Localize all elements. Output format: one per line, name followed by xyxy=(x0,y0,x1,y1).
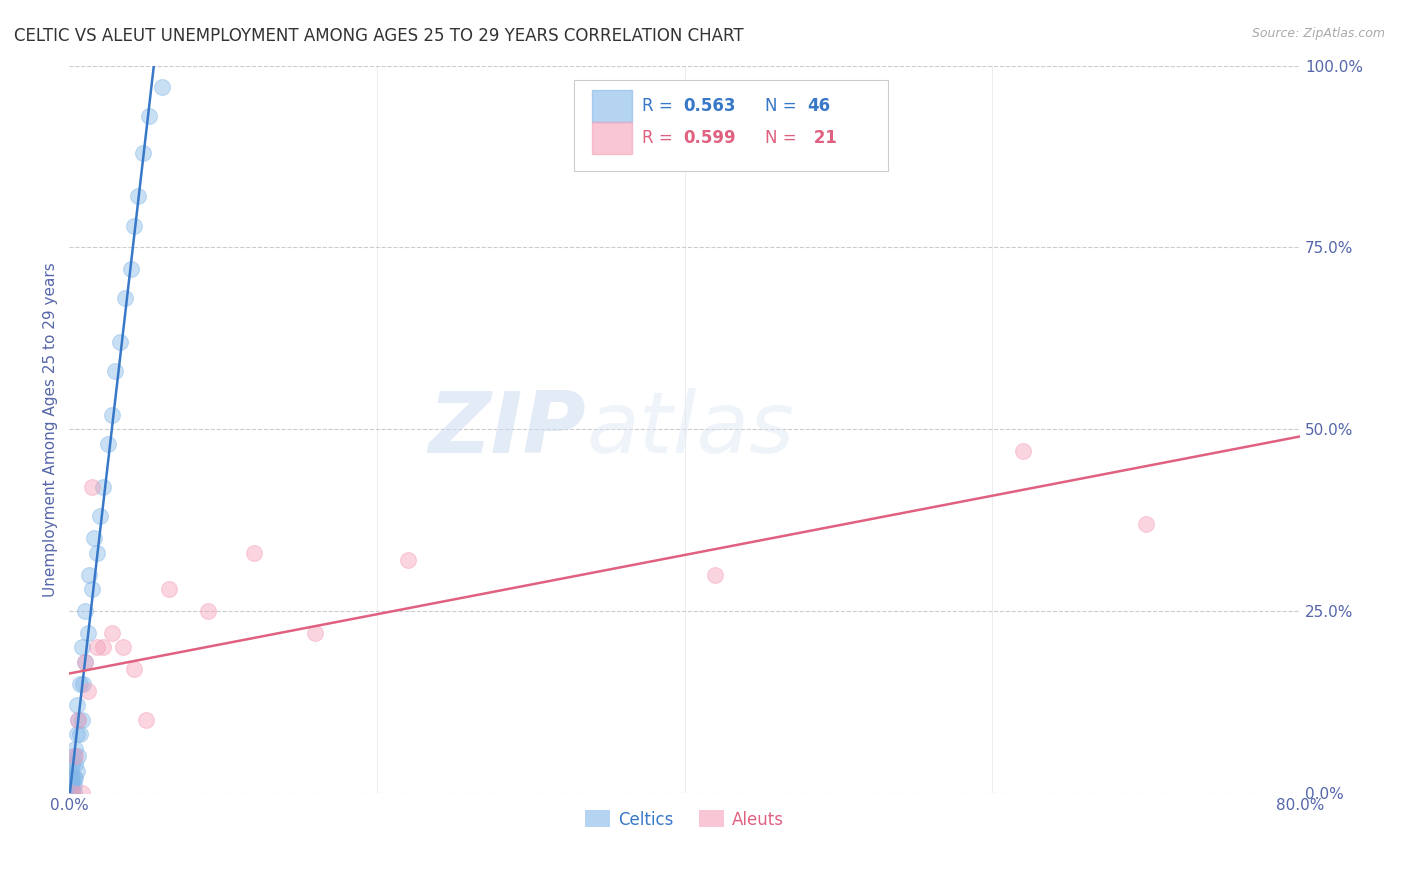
Point xyxy=(73,604,96,618)
Point xyxy=(69,727,91,741)
Point xyxy=(73,655,96,669)
Point xyxy=(65,742,87,756)
Point xyxy=(60,771,83,785)
Point xyxy=(69,676,91,690)
Text: R =: R = xyxy=(641,129,678,147)
Point xyxy=(59,771,82,785)
Text: atlas: atlas xyxy=(586,388,794,471)
Text: ZIP: ZIP xyxy=(429,388,586,471)
Text: R =: R = xyxy=(641,96,678,114)
Point xyxy=(65,749,87,764)
Text: Source: ZipAtlas.com: Source: ZipAtlas.com xyxy=(1251,27,1385,40)
Point xyxy=(59,778,82,792)
Point xyxy=(70,786,93,800)
Point xyxy=(67,713,90,727)
Text: 0.563: 0.563 xyxy=(683,96,735,114)
Point xyxy=(86,640,108,655)
Point xyxy=(1012,444,1035,458)
Point xyxy=(704,567,727,582)
Point xyxy=(66,764,89,778)
FancyBboxPatch shape xyxy=(592,122,631,154)
Point xyxy=(63,771,86,785)
Point xyxy=(65,771,87,785)
Point xyxy=(66,727,89,741)
Point xyxy=(67,749,90,764)
Point xyxy=(63,778,86,792)
Point xyxy=(132,145,155,160)
Point xyxy=(59,786,82,800)
Point xyxy=(101,408,124,422)
Point xyxy=(67,713,90,727)
Point xyxy=(73,655,96,669)
Point xyxy=(60,778,83,792)
Point xyxy=(76,684,98,698)
Point xyxy=(60,786,83,800)
Point xyxy=(65,756,87,771)
Point xyxy=(70,713,93,727)
Point xyxy=(72,676,94,690)
Point xyxy=(60,786,83,800)
Point xyxy=(157,582,180,596)
Point xyxy=(243,546,266,560)
Point xyxy=(122,662,145,676)
Point xyxy=(150,80,173,95)
Point xyxy=(76,625,98,640)
Point xyxy=(138,110,160,124)
Point xyxy=(396,553,419,567)
Text: 21: 21 xyxy=(807,129,837,147)
Point xyxy=(122,219,145,233)
Point xyxy=(1135,516,1157,531)
Point xyxy=(77,567,100,582)
Point xyxy=(91,640,114,655)
Point xyxy=(66,698,89,713)
Point xyxy=(114,291,136,305)
Point xyxy=(304,625,326,640)
Legend: Celtics, Aleuts: Celtics, Aleuts xyxy=(578,804,790,835)
Text: N =: N = xyxy=(765,96,801,114)
Point xyxy=(120,262,142,277)
Point xyxy=(59,764,82,778)
FancyBboxPatch shape xyxy=(592,89,631,121)
Text: CELTIC VS ALEUT UNEMPLOYMENT AMONG AGES 25 TO 29 YEARS CORRELATION CHART: CELTIC VS ALEUT UNEMPLOYMENT AMONG AGES … xyxy=(14,27,744,45)
Point xyxy=(63,786,86,800)
Point xyxy=(108,334,131,349)
Point xyxy=(70,640,93,655)
Point xyxy=(89,509,111,524)
Point xyxy=(104,364,127,378)
Point xyxy=(127,189,149,203)
Point xyxy=(83,531,105,545)
Text: N =: N = xyxy=(765,129,801,147)
Point xyxy=(60,756,83,771)
Point xyxy=(97,436,120,450)
Point xyxy=(101,625,124,640)
Point xyxy=(59,786,82,800)
Point xyxy=(82,480,104,494)
Point xyxy=(86,546,108,560)
Text: 0.599: 0.599 xyxy=(683,129,735,147)
Point xyxy=(63,749,86,764)
Point xyxy=(82,582,104,596)
Point xyxy=(91,480,114,494)
FancyBboxPatch shape xyxy=(574,80,887,171)
Text: 46: 46 xyxy=(807,96,831,114)
Y-axis label: Unemployment Among Ages 25 to 29 years: Unemployment Among Ages 25 to 29 years xyxy=(44,261,58,597)
Point xyxy=(197,604,219,618)
Point xyxy=(135,713,157,727)
Point xyxy=(112,640,135,655)
